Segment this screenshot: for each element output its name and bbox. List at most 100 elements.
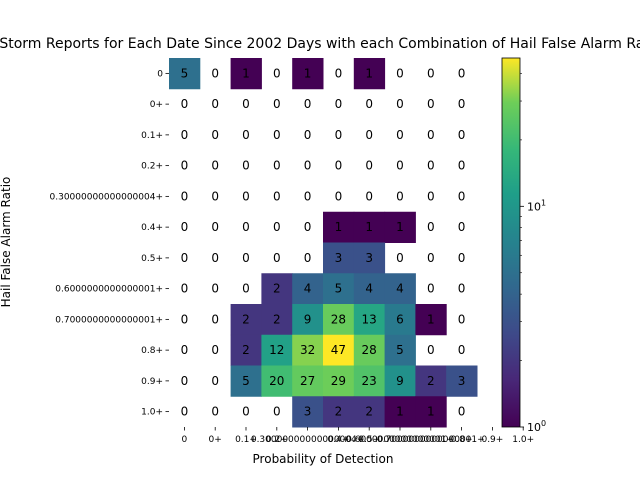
cell-value-label: 0 bbox=[427, 189, 435, 203]
heatmap-cell bbox=[353, 58, 386, 90]
cell-value-label: 0 bbox=[242, 159, 250, 173]
colorbar-tick-label: 100 bbox=[527, 419, 546, 434]
cell-value-label: 23 bbox=[362, 374, 377, 388]
y-tick-label: 0.2+ bbox=[141, 162, 163, 172]
cell-value-label: 0 bbox=[211, 312, 219, 326]
cell-value-label: 0 bbox=[396, 66, 404, 80]
cell-value-label: 2 bbox=[242, 343, 250, 357]
cell-value-label: 3 bbox=[335, 251, 343, 265]
heatmap-cell bbox=[261, 273, 293, 305]
cell-value-label: 0 bbox=[458, 97, 466, 111]
heatmap-cell bbox=[353, 242, 386, 274]
heatmap-cell bbox=[261, 365, 293, 397]
cell-value-labels: 5 0 1 0 1 0 1 0 0 0 0 0 0 0 0 0 0 0 0 0 0 0 0 0 0 0 0 0 0 0 0 0 0 0 0 0 0 0 0 0… bbox=[181, 66, 466, 418]
cell-value-label: 0 bbox=[242, 97, 250, 111]
heatmap-cell bbox=[292, 273, 324, 305]
heatmap-cell bbox=[323, 396, 355, 428]
heatmap-cell bbox=[353, 396, 386, 428]
x-tick-label: 0.8+ bbox=[451, 435, 473, 445]
cell-value-label: 1 bbox=[365, 220, 373, 234]
cell-value-label: 0 bbox=[458, 282, 466, 296]
heatmap-cell bbox=[446, 365, 478, 397]
cell-value-label: 0 bbox=[211, 251, 219, 265]
cell-value-label: 2 bbox=[273, 282, 281, 296]
cell-value-label: 5 bbox=[335, 282, 343, 296]
y-tick-label: 0.30000000000000004+ bbox=[50, 192, 163, 202]
cell-value-label: 0 bbox=[458, 251, 466, 265]
x-tick-label: 0.30000000000000004+ bbox=[251, 435, 364, 445]
cell-value-label: 4 bbox=[396, 282, 404, 296]
x-tick-labels: 0 0+ 0.1+ 0.2+0.30000000000000004+0.4+ 0.5+0… bbox=[182, 427, 534, 445]
cell-value-label: 0 bbox=[211, 220, 219, 234]
cell-value-label: 0 bbox=[181, 189, 189, 203]
cell-value-label: 0 bbox=[458, 405, 466, 419]
heatmap-cell bbox=[323, 242, 355, 274]
cell-value-label: 0 bbox=[273, 251, 281, 265]
cell-value-label: 0 bbox=[365, 159, 373, 173]
cell-value-label: 1 bbox=[242, 66, 250, 80]
cell-value-label: 0 bbox=[335, 159, 343, 173]
cell-value-label: 0 bbox=[181, 251, 189, 265]
cell-value-label: 2 bbox=[242, 312, 250, 326]
cell-value-label: 2 bbox=[335, 405, 343, 419]
cell-value-label: 0 bbox=[181, 159, 189, 173]
x-tick-label: 1.0+ bbox=[512, 435, 534, 445]
cell-value-label: 5 bbox=[181, 66, 189, 80]
cell-value-label: 0 bbox=[181, 405, 189, 419]
heatmap-cells bbox=[169, 58, 478, 428]
cell-value-label: 0 bbox=[458, 343, 466, 357]
heatmap-cell bbox=[323, 304, 355, 336]
cell-value-label: 2 bbox=[365, 405, 373, 419]
heatmap-cell bbox=[230, 334, 262, 366]
cell-value-label: 0 bbox=[427, 251, 435, 265]
cell-value-label: 0 bbox=[427, 282, 435, 296]
cell-value-label: 0 bbox=[181, 374, 189, 388]
cell-value-label: 1 bbox=[396, 405, 404, 419]
cell-value-label: 0 bbox=[242, 220, 250, 234]
cell-value-label: 0 bbox=[396, 159, 404, 173]
cell-value-label: 0 bbox=[273, 128, 281, 142]
cell-value-label: 0 bbox=[181, 128, 189, 142]
cell-value-label: 0 bbox=[304, 189, 312, 203]
cell-value-label: 2 bbox=[273, 312, 281, 326]
cell-value-label: 0 bbox=[181, 312, 189, 326]
cell-value-label: 0 bbox=[211, 97, 219, 111]
cell-value-label: 0 bbox=[273, 405, 281, 419]
cell-value-label: 5 bbox=[396, 343, 404, 357]
x-tick-label: 0.7000000000000001+ bbox=[377, 435, 485, 445]
x-tick-label: 0 bbox=[182, 435, 188, 445]
cell-value-label: 12 bbox=[269, 343, 284, 357]
cell-value-label: 0 bbox=[181, 343, 189, 357]
cell-value-label: 0 bbox=[335, 97, 343, 111]
cell-value-label: 0 bbox=[181, 220, 189, 234]
cell-value-label: 0 bbox=[304, 128, 312, 142]
x-tick-label: 0.4+ bbox=[327, 435, 349, 445]
heatmap-cell bbox=[384, 396, 416, 428]
cell-value-label: 0 bbox=[335, 128, 343, 142]
chart-title: Count of Hail Events in Severe Storm Rep… bbox=[0, 36, 640, 52]
heatmap-cell bbox=[384, 211, 416, 243]
cell-value-label: 0 bbox=[365, 97, 373, 111]
y-tick-label: 0.6000000000000001+ bbox=[55, 285, 163, 295]
cell-value-label: 9 bbox=[304, 312, 312, 326]
heatmap-cell bbox=[353, 334, 386, 366]
cell-value-label: 0 bbox=[458, 159, 466, 173]
cell-value-label: 0 bbox=[365, 189, 373, 203]
cell-value-label: 0 bbox=[335, 189, 343, 203]
cell-value-label: 0 bbox=[304, 159, 312, 173]
y-tick-label: 0.8+ bbox=[141, 346, 163, 356]
cell-value-label: 20 bbox=[269, 374, 284, 388]
cell-value-label: 32 bbox=[300, 343, 315, 357]
cell-value-label: 1 bbox=[304, 66, 312, 80]
heatmap-cell bbox=[323, 334, 355, 366]
heatmap-cell bbox=[292, 304, 324, 336]
heatmap-cell bbox=[353, 211, 386, 243]
heatmap-cell bbox=[323, 273, 355, 305]
cell-value-label: 0 bbox=[211, 405, 219, 419]
cell-value-label: 0 bbox=[396, 97, 404, 111]
cell-value-label: 0 bbox=[211, 374, 219, 388]
cell-value-label: 1 bbox=[427, 312, 435, 326]
cell-value-label: 29 bbox=[331, 374, 346, 388]
cell-value-label: 0 bbox=[304, 220, 312, 234]
